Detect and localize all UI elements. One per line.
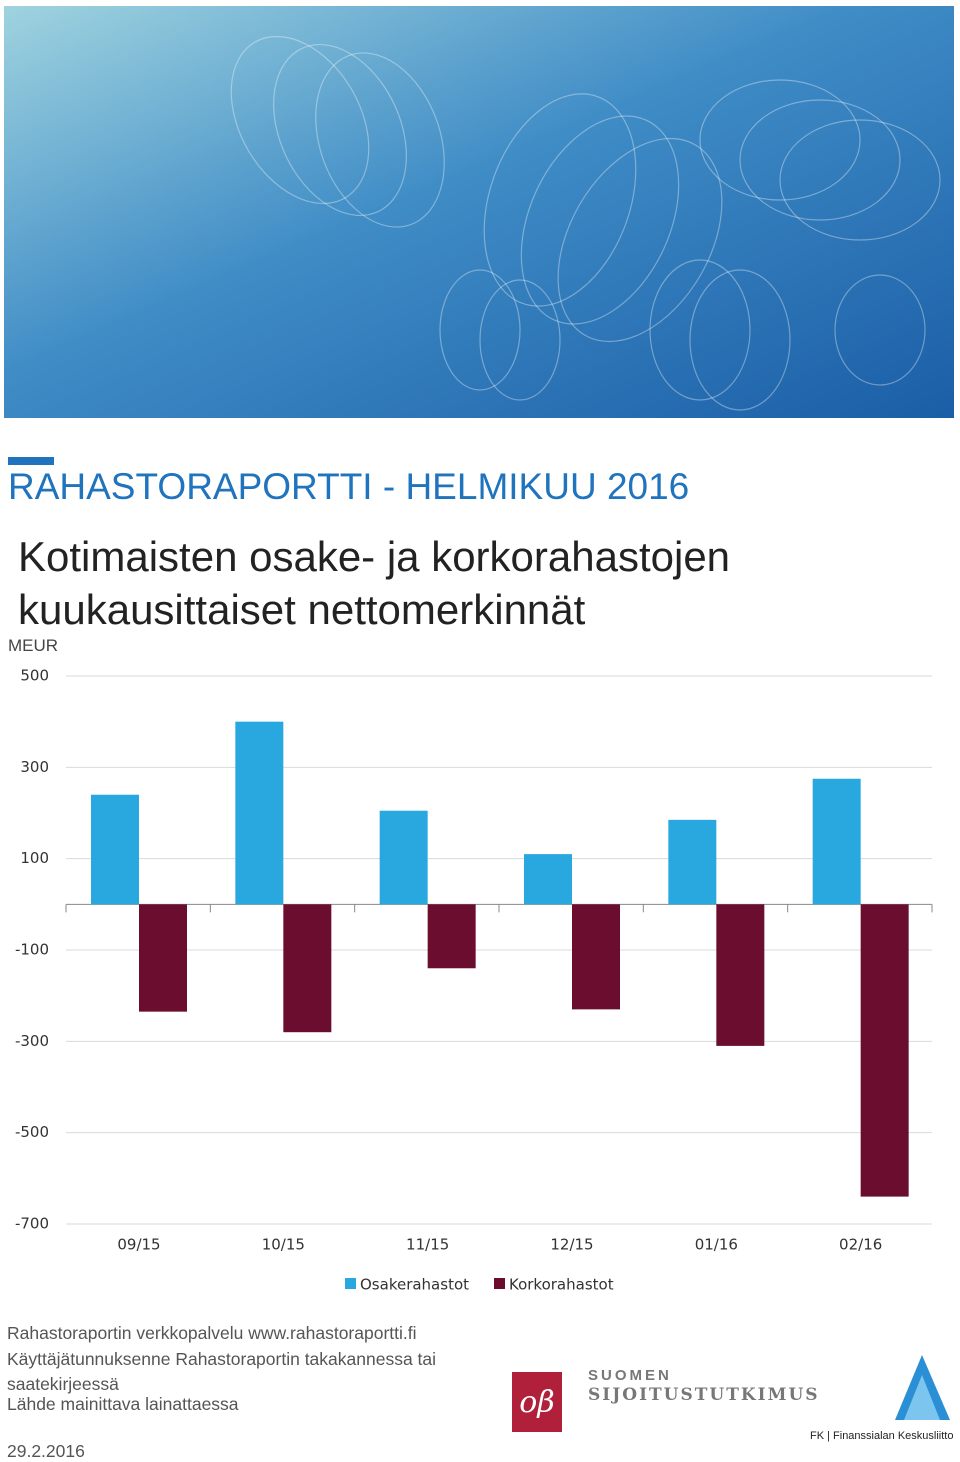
bar — [716, 904, 765, 1046]
x-tick-label: 09/15 — [117, 1236, 160, 1254]
legend-label: Osakerahastot — [360, 1276, 469, 1294]
logo-fk — [895, 1355, 950, 1420]
x-tick-label: 12/15 — [550, 1236, 593, 1254]
bar — [572, 904, 620, 1010]
legend-label: Korkorahastot — [509, 1276, 614, 1294]
bar — [91, 794, 139, 905]
bar — [524, 854, 572, 905]
bar — [235, 721, 284, 905]
bar — [139, 904, 187, 1012]
legend-swatch — [494, 1278, 505, 1289]
y-tick-label: -300 — [15, 1032, 49, 1050]
bar — [860, 904, 909, 1197]
x-tick-label: 10/15 — [262, 1236, 305, 1254]
y-tick-label: 100 — [20, 849, 49, 867]
logo-text: SUOMEN — [588, 1367, 672, 1384]
y-axis-label: MEUR — [8, 636, 59, 655]
bar — [379, 810, 428, 905]
y-tick-label: 500 — [20, 667, 49, 685]
logo-ob: oβ — [512, 1372, 562, 1432]
bar — [427, 904, 476, 969]
logo-text: FK | Finanssialan Keskusliitto — [810, 1430, 954, 1442]
legend-swatch — [345, 1278, 356, 1289]
x-tick-label: 02/16 — [839, 1236, 882, 1254]
chart-title: Kotimaisten osake- ja korkorahastojen ku… — [18, 533, 731, 633]
report-title: RAHASTORAPORTTI - HELMIKUU 2016 — [8, 466, 690, 507]
y-tick-label: -700 — [15, 1215, 49, 1233]
footer-line: Rahastoraportin verkkopalvelu www.rahast… — [7, 1323, 417, 1343]
bar — [812, 778, 861, 905]
footer-line: Käyttäjätunnuksenne Rahastoraportin taka… — [7, 1349, 437, 1369]
bar — [668, 819, 717, 905]
footer-line: Lähde mainittava lainattaessa — [7, 1394, 239, 1414]
x-tick-label: 11/15 — [406, 1236, 449, 1254]
footer-line: saatekirjeessä — [7, 1374, 119, 1394]
footer-date: 29.2.2016 — [7, 1441, 85, 1461]
accent-bar — [8, 457, 54, 465]
y-tick-label: 300 — [20, 758, 49, 776]
logo-text: SIJOITUSTUTKIMUS — [588, 1385, 820, 1405]
svg-text:oβ: oβ — [519, 1385, 554, 1420]
y-tick-label: -100 — [15, 941, 49, 959]
cover-image — [4, 6, 954, 418]
x-tick-label: 01/16 — [695, 1236, 738, 1254]
bar — [283, 904, 332, 1033]
y-tick-label: -500 — [15, 1123, 49, 1141]
cover-pattern — [230, 35, 941, 411]
